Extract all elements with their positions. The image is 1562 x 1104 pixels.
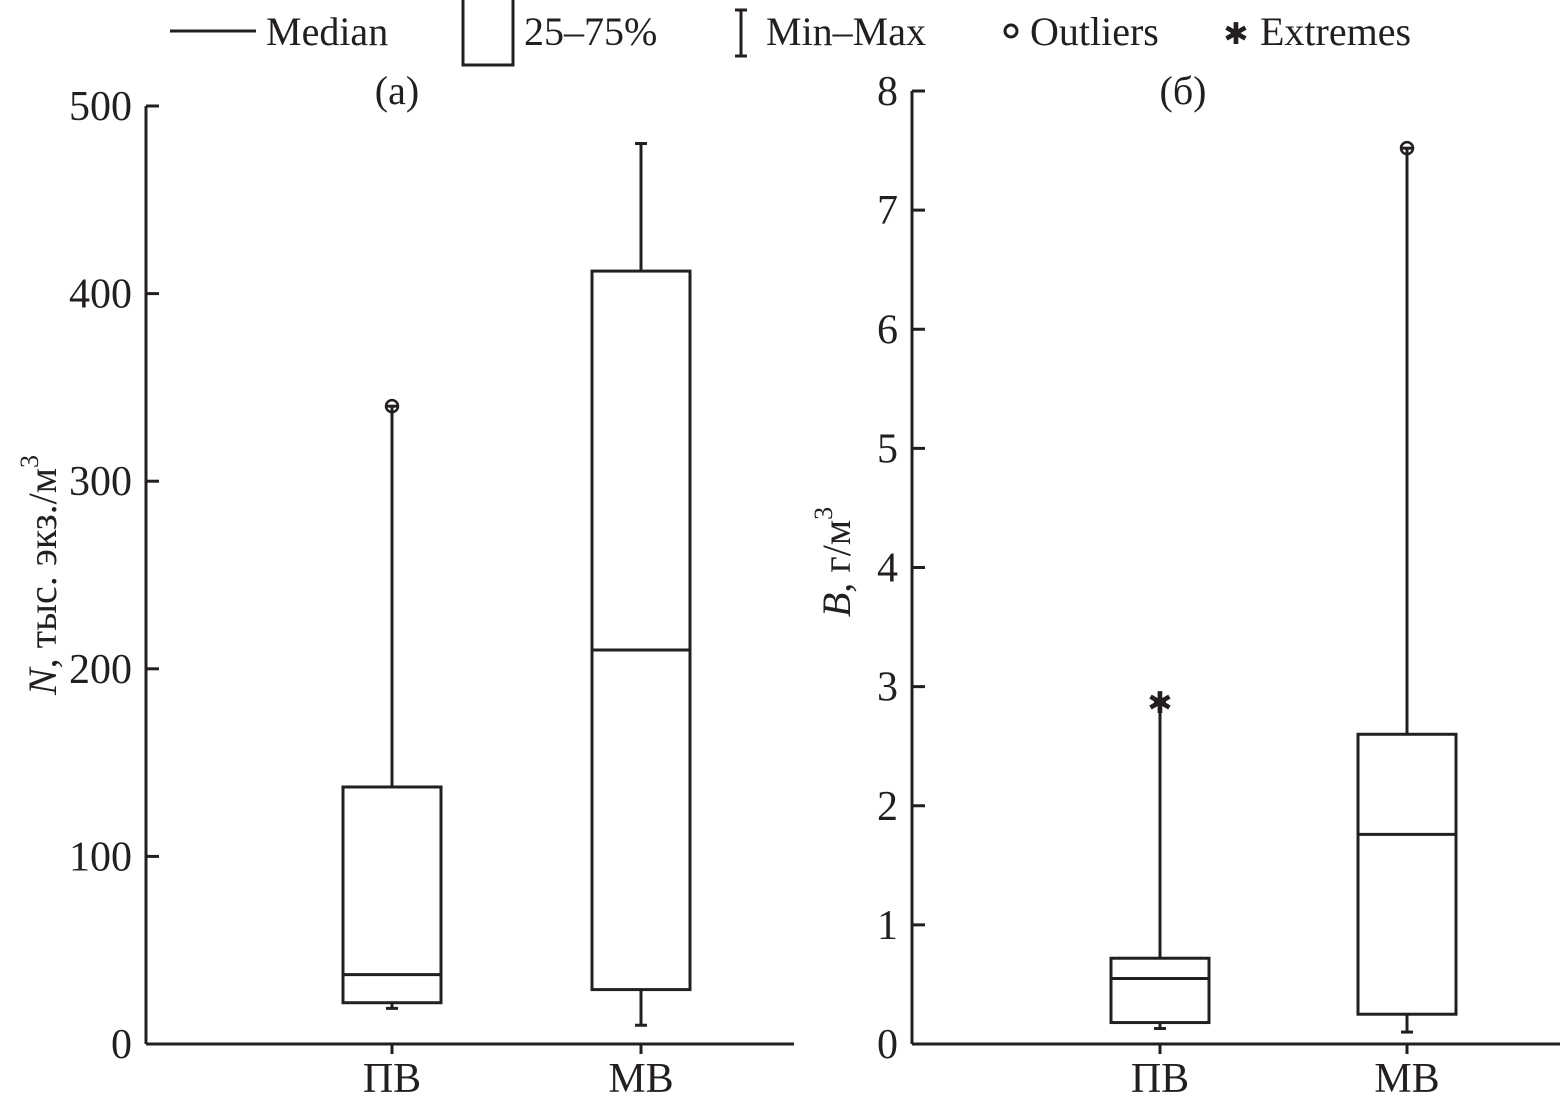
y-tick-label: 2 [877,784,898,830]
legend-range-label: Min–Max [766,9,926,54]
legend-range-swatch [735,8,747,58]
x-tick-label: ПВ [1131,1056,1189,1102]
x-tick-label: МВ [1374,1056,1439,1102]
y-tick-label: 7 [877,188,898,234]
y-tick-label: 500 [69,84,132,130]
legend: Median 25–75% Min–Max Outliers ✱ Extreme… [170,0,1411,67]
y-tick-label: 400 [69,272,132,318]
legend-box-label: 25–75% [524,9,657,54]
legend-median-label: Median [266,9,388,54]
extreme-point: ✱ [1147,687,1172,720]
box-iqr [1109,956,1211,1025]
y-tick-label: 5 [877,426,898,472]
y-tick-label: 3 [877,665,898,711]
panel-b-ticks: 0 1 2 3 4 5 6 7 8 ПВ МВ [877,69,1440,1102]
panel-b-ylabel-var: B [814,593,859,617]
legend-box-swatch [461,0,515,67]
panel-b-ylabel: B, г/м3 [809,507,859,617]
x-tick-label: ПВ [363,1056,421,1102]
panel-a-boxes [341,142,692,1027]
panel-b-ylabel-unit: , г/м [814,520,859,593]
y-tick-label: 4 [877,546,898,592]
y-tick-label: 1 [877,903,898,949]
panel-b-label: (б) [1160,68,1207,113]
legend-extreme-swatch: ✱ [1223,18,1248,51]
x-tick-label: МВ [608,1056,673,1102]
y-tick-label: 0 [877,1022,898,1068]
y-tick-label: 300 [69,459,132,505]
legend-outliers-label: Outliers [1030,9,1159,54]
panel-a-label: (a) [375,68,419,113]
y-tick-label: 200 [69,647,132,693]
y-tick-label: 6 [877,307,898,353]
y-tick-label: 8 [877,69,898,115]
panel-a-ylabel-var: N [20,666,65,696]
svg-text:N, тыс. экз./м3: N, тыс. экз./м3 [15,455,65,696]
box-iqr [341,785,443,1005]
y-tick-label: 0 [111,1022,132,1068]
panel-a-ylabel-sup: 3 [15,455,44,468]
outlier-point [384,398,400,414]
y-tick-label: 100 [69,834,132,880]
panel-a-ticks: 0 100 200 300 400 500 ПВ МВ [69,84,674,1102]
panel-a-ylabel: N, тыс. экз./м3 [15,455,65,696]
legend-extremes-label: Extremes [1260,9,1411,54]
panel-a: (a) 0 100 200 300 400 500 ПВ МВ N, тыс. экз./м3 [15,68,794,1102]
panel-b-boxes: ✱ [1109,140,1458,1034]
panel-a-ylabel-unit: , тыс. экз./м [20,468,65,668]
svg-text:B, г/м3: B, г/м3 [809,507,859,617]
outlier-point [1399,140,1415,156]
legend-outlier-swatch [1003,23,1019,39]
box-iqr [590,269,692,992]
box-iqr [1356,732,1458,1016]
panel-b-ylabel-sup: 3 [809,507,838,520]
